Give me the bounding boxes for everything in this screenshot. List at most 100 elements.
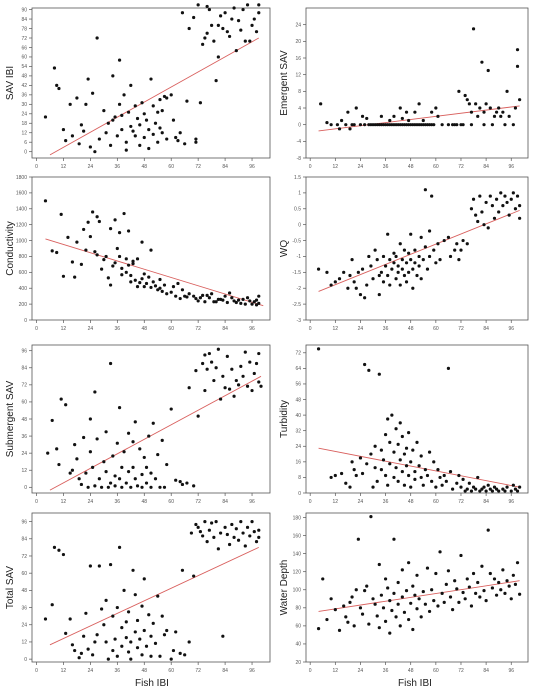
data-point <box>480 210 484 214</box>
data-point <box>160 131 164 135</box>
data-point <box>451 608 455 612</box>
data-point <box>95 437 99 441</box>
data-point <box>484 598 488 603</box>
data-point <box>354 588 358 592</box>
data-point <box>111 74 115 78</box>
data-point <box>396 479 400 483</box>
y-tick-label: 20 <box>295 39 301 45</box>
data-point <box>358 456 363 460</box>
data-point <box>79 651 83 656</box>
x-tick-label: 12 <box>333 164 339 170</box>
data-point <box>453 579 457 583</box>
data-point <box>129 280 133 284</box>
data-point <box>252 17 256 21</box>
y-tick-label: 36 <box>21 605 27 611</box>
data-point <box>419 277 423 281</box>
data-point <box>386 273 390 278</box>
data-point <box>120 266 124 270</box>
data-point <box>124 620 128 624</box>
data-point <box>451 487 455 491</box>
x-tick-label: 96 <box>508 499 514 505</box>
data-point <box>75 240 79 244</box>
data-point <box>518 204 522 208</box>
data-point <box>400 568 404 572</box>
data-point <box>64 631 68 635</box>
y-tick-label: 0 <box>298 491 301 497</box>
data-point <box>138 281 142 285</box>
data-point <box>467 481 471 485</box>
data-point <box>511 483 515 487</box>
data-point <box>455 242 459 246</box>
data-point <box>212 378 216 383</box>
data-point <box>66 235 70 239</box>
data-point <box>476 114 480 118</box>
data-point <box>342 270 346 274</box>
data-point <box>482 223 486 227</box>
data-point <box>156 288 160 292</box>
data-point <box>467 585 471 589</box>
data-point <box>180 11 185 15</box>
data-point <box>70 134 75 138</box>
data-point <box>344 123 348 127</box>
data-point <box>149 248 153 252</box>
data-point <box>350 595 354 599</box>
data-point <box>61 552 66 557</box>
data-point <box>427 450 432 454</box>
data-point <box>494 110 499 114</box>
y-tick-label: 24 <box>21 623 27 629</box>
data-point <box>388 598 392 603</box>
data-point <box>52 66 57 70</box>
data-point <box>430 588 434 592</box>
data-point <box>144 118 149 122</box>
data-point <box>427 229 432 233</box>
data-point <box>95 633 99 637</box>
data-point <box>117 231 122 235</box>
data-point <box>55 250 59 255</box>
data-point <box>59 212 63 216</box>
data-point <box>223 294 227 298</box>
data-point <box>234 300 238 305</box>
data-point <box>165 96 169 100</box>
data-point <box>194 369 198 373</box>
data-point <box>120 465 124 469</box>
y-tick-label: -8 <box>297 156 302 162</box>
x-tick-label: 72 <box>458 164 464 170</box>
plot-frame <box>305 176 529 321</box>
y-tick-label: 1 <box>298 191 301 197</box>
data-point <box>354 473 358 478</box>
data-point <box>140 472 144 477</box>
data-point <box>43 617 48 621</box>
x-tick-label: 84 <box>222 668 228 674</box>
data-point <box>494 593 499 597</box>
data-point <box>509 489 513 493</box>
data-point <box>129 485 133 489</box>
data-point <box>448 595 453 599</box>
data-point <box>131 465 135 469</box>
data-point <box>133 630 137 634</box>
data-point <box>388 631 392 635</box>
data-point <box>156 140 160 144</box>
data-point <box>421 483 425 487</box>
data-point <box>84 611 88 615</box>
y-tick-label: 6 <box>24 140 27 146</box>
data-point <box>194 296 198 301</box>
data-point <box>388 118 392 123</box>
data-point <box>142 112 146 116</box>
data-point <box>404 464 409 468</box>
data-point <box>57 548 61 552</box>
y-axis-title: Submergent SAV <box>5 380 16 457</box>
data-point <box>513 487 518 491</box>
x-tick-label: 48 <box>408 164 414 170</box>
data-point <box>115 246 119 251</box>
data-point <box>111 118 115 122</box>
data-point <box>144 465 149 469</box>
data-point <box>117 406 122 410</box>
y-tick-label: 12 <box>295 72 301 78</box>
data-point <box>201 293 205 297</box>
data-point <box>358 606 363 610</box>
y-tick-label: 600 <box>19 270 28 276</box>
data-point <box>430 194 434 198</box>
data-point <box>388 258 392 262</box>
x-tick-label: 96 <box>508 164 514 170</box>
data-point <box>501 110 505 114</box>
